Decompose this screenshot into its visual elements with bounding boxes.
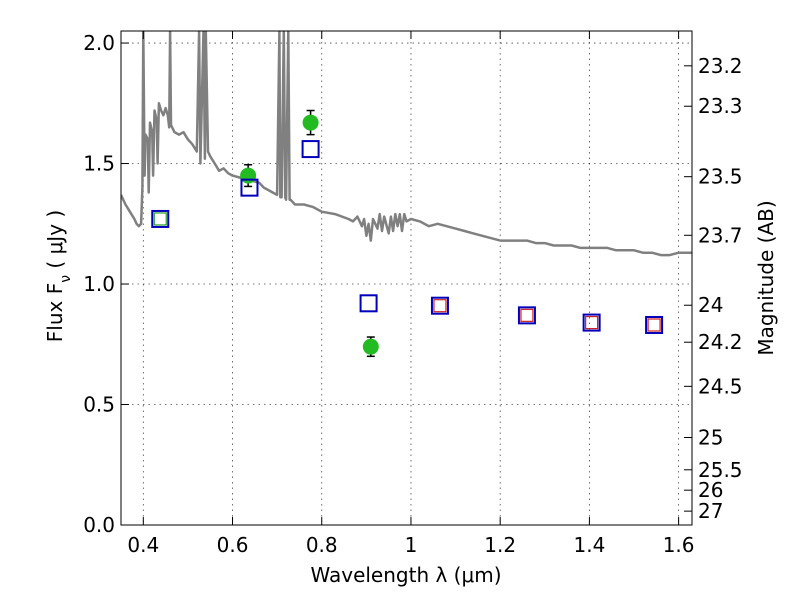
axis-ticks: 0.4 0.6 0.8 1 1.2 1.4 1.6 0.0 0.5 1.0 1.5 2.0 23.2 23… bbox=[83, 31, 743, 557]
x-tick-label: 1.4 bbox=[573, 533, 605, 557]
x-tick-label: 0.4 bbox=[127, 533, 159, 557]
model-square bbox=[430, 296, 449, 315]
y-axis-label-subscript: ν bbox=[58, 275, 74, 283]
right-tick-label: 24.5 bbox=[698, 374, 743, 398]
y-tick-label: 0.5 bbox=[83, 393, 115, 417]
y-tick-label: 1.0 bbox=[83, 272, 115, 296]
y-axis-label: Flux Fν ( μJy ) bbox=[43, 210, 74, 342]
model-square bbox=[359, 294, 378, 313]
model-inner-square bbox=[520, 308, 534, 322]
right-tick-label: 23.3 bbox=[698, 94, 743, 118]
model-inner-square bbox=[433, 299, 447, 313]
x-axis-label: Wavelength λ (μm) bbox=[310, 563, 501, 587]
model-square bbox=[151, 209, 170, 228]
right-tick-label: 25 bbox=[698, 426, 723, 450]
model-inner-square bbox=[153, 212, 167, 226]
x-tick-label: 0.6 bbox=[217, 533, 249, 557]
plot-frame bbox=[120, 30, 693, 526]
model-square bbox=[301, 140, 320, 159]
model-inner-square bbox=[585, 315, 599, 330]
observed-point bbox=[240, 167, 257, 184]
right-tick-label: 24 bbox=[698, 293, 723, 317]
spectrum-line bbox=[121, 31, 692, 257]
observed-point bbox=[302, 114, 319, 131]
marker-series bbox=[151, 109, 664, 358]
y-tick-label: 1.5 bbox=[83, 152, 115, 176]
right-axis-label: Magnitude (AB) bbox=[754, 200, 778, 355]
x-tick-label: 1.6 bbox=[663, 533, 695, 557]
model-square bbox=[240, 178, 259, 197]
model-square bbox=[645, 315, 664, 334]
right-tick-label: 23.5 bbox=[698, 165, 743, 189]
x-tick-label: 0.8 bbox=[306, 533, 338, 557]
spectrum-series bbox=[121, 31, 692, 257]
right-tick-label: 25.5 bbox=[698, 458, 743, 482]
model-square bbox=[582, 313, 601, 332]
model-inner-square bbox=[647, 318, 661, 332]
observed-point bbox=[362, 338, 379, 355]
right-tick-label: 23.7 bbox=[698, 223, 743, 247]
y-axis-label-main: Flux F bbox=[43, 283, 67, 342]
right-tick-label: 23.2 bbox=[698, 54, 743, 78]
right-tick-label: 27 bbox=[698, 499, 723, 523]
y-tick-label: 2.0 bbox=[83, 31, 115, 55]
y-axis-label-unit: ( μJy ) bbox=[43, 210, 67, 275]
right-tick-label: 24.2 bbox=[698, 330, 743, 354]
model-square bbox=[517, 306, 536, 325]
x-tick-label: 1 bbox=[405, 533, 418, 557]
right-tick-label: 26 bbox=[698, 478, 723, 502]
y-tick-label: 0.0 bbox=[83, 513, 115, 537]
x-tick-label: 1.2 bbox=[484, 533, 516, 557]
